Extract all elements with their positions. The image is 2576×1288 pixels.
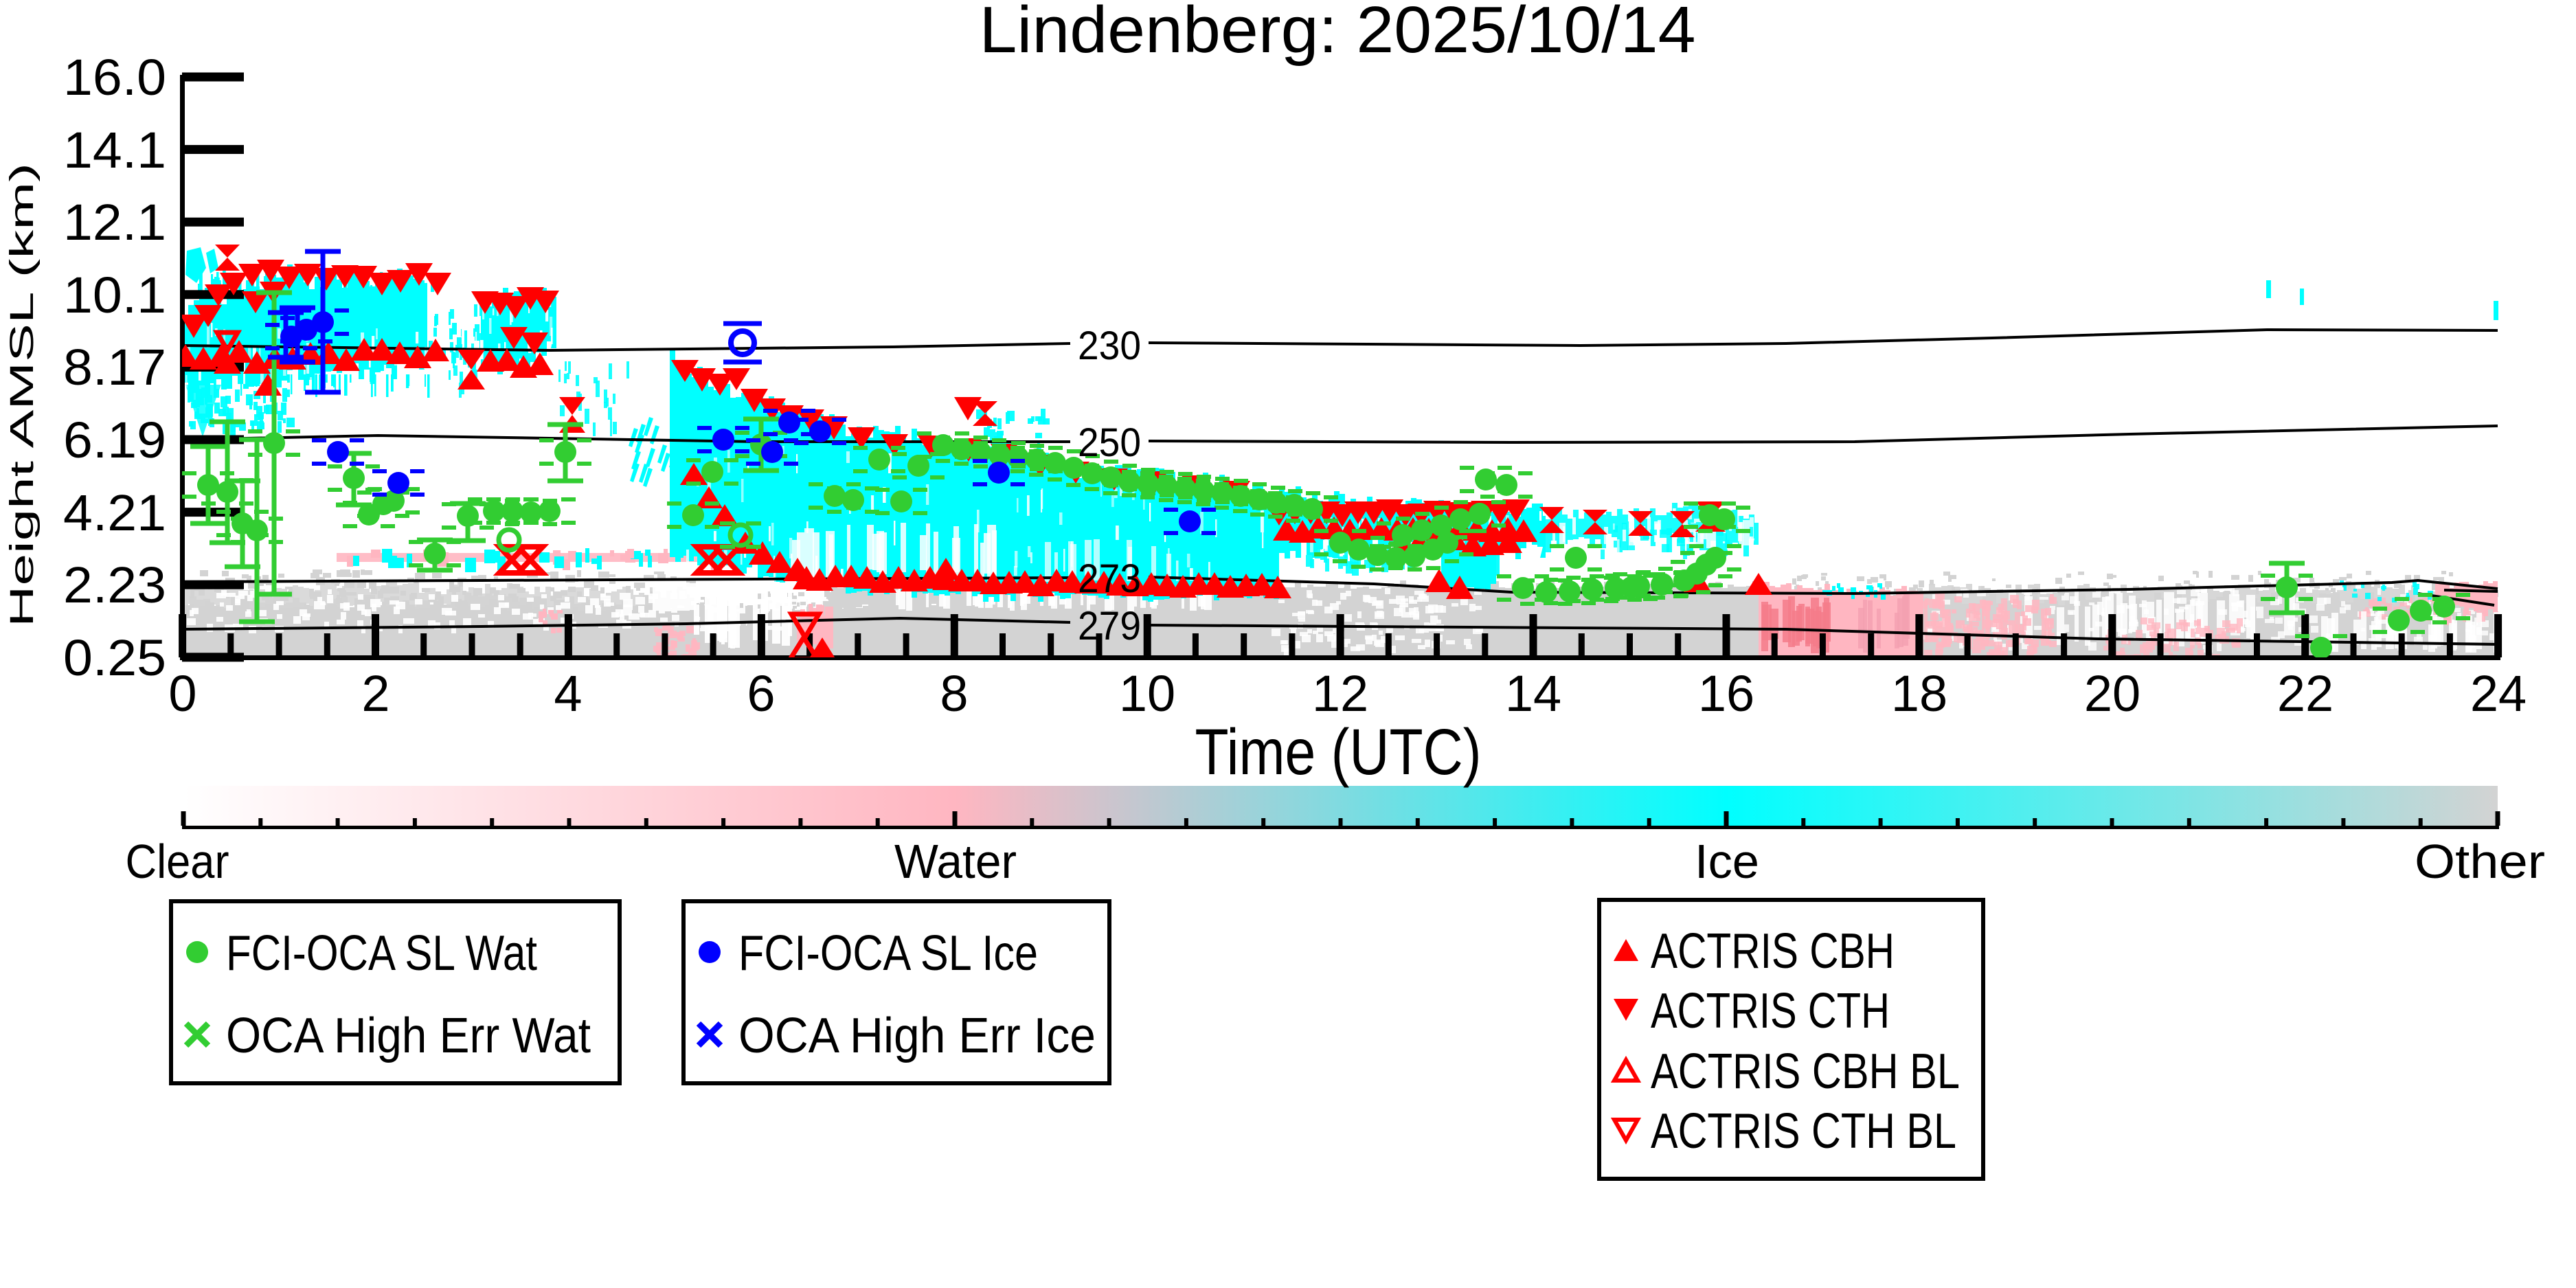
- svg-text:Height AMSL (km): Height AMSL (km): [4, 163, 41, 627]
- svg-text:10.1: 10.1: [63, 267, 166, 324]
- svg-text:12.1: 12.1: [63, 194, 166, 251]
- svg-text:0.25: 0.25: [63, 629, 166, 686]
- svg-text:8: 8: [940, 665, 968, 722]
- svg-text:18: 18: [1891, 665, 1947, 722]
- svg-text:ACTRIS CTH: ACTRIS CTH: [1651, 984, 1890, 1039]
- svg-text:279: 279: [1078, 604, 1141, 648]
- svg-text:Ice: Ice: [1695, 835, 1759, 888]
- svg-text:14.1: 14.1: [63, 122, 166, 179]
- svg-text:Clear: Clear: [126, 835, 229, 888]
- svg-text:22: 22: [2277, 665, 2334, 722]
- svg-text:16: 16: [1698, 665, 1754, 722]
- svg-text:2.23: 2.23: [63, 556, 166, 613]
- svg-text:ACTRIS CTH BL: ACTRIS CTH BL: [1651, 1104, 1956, 1159]
- svg-text:8.17: 8.17: [63, 339, 166, 396]
- svg-text:14: 14: [1505, 665, 1561, 722]
- svg-text:20: 20: [2084, 665, 2140, 722]
- svg-text:Time (UTC): Time (UTC): [1195, 716, 1482, 789]
- svg-text:OCA High Err Ice: OCA High Err Ice: [738, 1008, 1096, 1063]
- svg-text:4.21: 4.21: [63, 484, 166, 541]
- svg-text:Water: Water: [894, 835, 1017, 888]
- svg-text:ACTRIS CBH BL: ACTRIS CBH BL: [1651, 1044, 1960, 1099]
- svg-text:273: 273: [1078, 556, 1141, 601]
- svg-text:12: 12: [1312, 665, 1368, 722]
- svg-text:Other: Other: [2415, 835, 2545, 888]
- svg-text:6: 6: [747, 665, 775, 722]
- svg-text:6.19: 6.19: [63, 411, 166, 468]
- svg-text:OCA High Err Wat: OCA High Err Wat: [226, 1008, 591, 1063]
- svg-text:250: 250: [1078, 420, 1141, 465]
- svg-text:Lindenberg: 2025/10/14: Lindenberg: 2025/10/14: [980, 0, 1696, 67]
- svg-text:FCI-OCA SL Ice: FCI-OCA SL Ice: [738, 926, 1038, 981]
- svg-text:0: 0: [168, 665, 196, 722]
- svg-text:230: 230: [1078, 324, 1141, 368]
- svg-text:2: 2: [361, 665, 389, 722]
- svg-text:10: 10: [1119, 665, 1175, 722]
- svg-text:4: 4: [554, 665, 582, 722]
- svg-text:FCI-OCA SL Wat: FCI-OCA SL Wat: [226, 926, 537, 981]
- svg-text:24: 24: [2470, 665, 2527, 722]
- svg-text:ACTRIS CBH: ACTRIS CBH: [1651, 924, 1895, 979]
- svg-text:16.0: 16.0: [63, 49, 166, 106]
